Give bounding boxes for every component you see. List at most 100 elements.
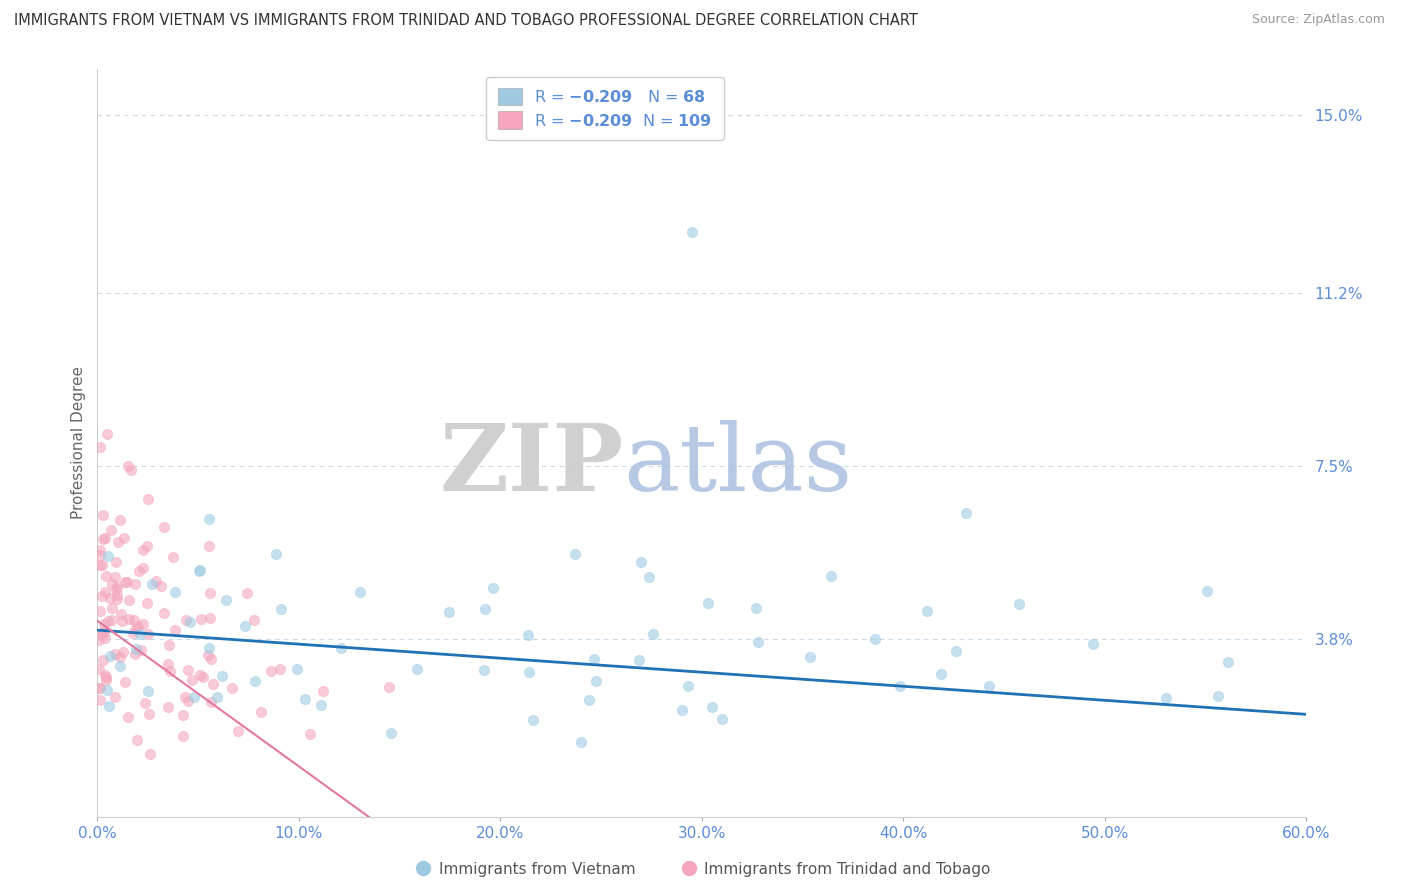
Point bbox=[945, 644, 967, 658]
Point bbox=[270, 602, 292, 616]
Point bbox=[96, 670, 118, 684]
Point bbox=[122, 625, 145, 640]
Point bbox=[91, 653, 114, 667]
Point bbox=[711, 712, 734, 726]
Point bbox=[188, 564, 211, 578]
Text: IMMIGRANTS FROM VIETNAM VS IMMIGRANTS FROM TRINIDAD AND TOBAGO PROFESSIONAL DEGR: IMMIGRANTS FROM VIETNAM VS IMMIGRANTS FR… bbox=[14, 13, 918, 29]
Point bbox=[105, 556, 128, 570]
Point bbox=[89, 633, 111, 648]
Point bbox=[118, 592, 141, 607]
Point bbox=[101, 577, 124, 591]
Point bbox=[163, 623, 186, 637]
Point bbox=[330, 641, 353, 656]
Point bbox=[979, 679, 1001, 693]
Text: atlas: atlas bbox=[623, 420, 852, 510]
Point bbox=[159, 664, 181, 678]
Point bbox=[108, 650, 131, 665]
Point bbox=[380, 725, 402, 739]
Point bbox=[122, 613, 145, 627]
Point bbox=[136, 596, 159, 610]
Point bbox=[91, 628, 114, 642]
Text: Source: ZipAtlas.com: Source: ZipAtlas.com bbox=[1251, 13, 1385, 27]
Point bbox=[117, 612, 139, 626]
Point bbox=[89, 681, 111, 696]
Point bbox=[226, 724, 249, 739]
Point bbox=[129, 643, 152, 657]
Point bbox=[638, 569, 661, 583]
Point bbox=[131, 543, 153, 558]
Point bbox=[128, 627, 150, 641]
Point bbox=[114, 675, 136, 690]
Point bbox=[156, 699, 179, 714]
Point bbox=[250, 706, 273, 720]
Point bbox=[191, 670, 214, 684]
Point bbox=[200, 695, 222, 709]
Point bbox=[162, 550, 184, 565]
Point bbox=[180, 673, 202, 688]
Point bbox=[702, 700, 724, 714]
Point bbox=[889, 679, 911, 693]
Point bbox=[97, 549, 120, 564]
Point bbox=[678, 680, 700, 694]
Point bbox=[117, 710, 139, 724]
Point bbox=[132, 617, 155, 632]
Point bbox=[405, 662, 427, 676]
Point bbox=[125, 641, 148, 656]
Point bbox=[472, 663, 495, 677]
Point bbox=[124, 577, 146, 591]
Point bbox=[516, 628, 538, 642]
Point bbox=[132, 561, 155, 575]
Point bbox=[177, 663, 200, 677]
Point bbox=[152, 606, 174, 620]
Point bbox=[820, 568, 842, 582]
Point bbox=[1197, 584, 1219, 599]
Point bbox=[1008, 597, 1031, 611]
Point bbox=[91, 508, 114, 523]
Point bbox=[172, 708, 194, 723]
Point bbox=[1154, 690, 1177, 705]
Point bbox=[97, 614, 120, 628]
Point bbox=[378, 680, 401, 694]
Point bbox=[582, 652, 605, 666]
Point bbox=[98, 648, 121, 663]
Point bbox=[104, 648, 127, 662]
Point bbox=[630, 555, 652, 569]
Point bbox=[108, 513, 131, 527]
Point bbox=[94, 632, 117, 646]
Point bbox=[205, 690, 228, 705]
Point bbox=[110, 607, 132, 622]
Point bbox=[89, 543, 111, 558]
Point bbox=[243, 613, 266, 627]
Point bbox=[136, 491, 159, 506]
Point bbox=[569, 735, 592, 749]
Point bbox=[117, 459, 139, 474]
Point bbox=[94, 531, 117, 545]
Point bbox=[127, 619, 149, 633]
Point bbox=[159, 638, 181, 652]
Point bbox=[141, 577, 163, 591]
Point bbox=[125, 621, 148, 635]
Point bbox=[128, 565, 150, 579]
Point bbox=[174, 613, 197, 627]
Point bbox=[349, 584, 371, 599]
Point bbox=[474, 602, 496, 616]
Point bbox=[89, 440, 111, 454]
Point bbox=[1081, 637, 1104, 651]
Point bbox=[745, 601, 768, 615]
Point bbox=[138, 747, 160, 762]
Point bbox=[112, 531, 135, 545]
Point bbox=[98, 699, 121, 714]
Point bbox=[91, 532, 114, 546]
Point bbox=[124, 648, 146, 662]
Point bbox=[105, 580, 128, 594]
Point bbox=[96, 682, 118, 697]
Point bbox=[145, 574, 167, 589]
Text: ZIP: ZIP bbox=[439, 420, 623, 510]
Point bbox=[100, 613, 122, 627]
Point bbox=[111, 614, 134, 628]
Point bbox=[294, 692, 316, 706]
Point bbox=[260, 665, 283, 679]
Point bbox=[221, 681, 243, 695]
Point bbox=[91, 625, 114, 640]
Legend: Immigrants from Vietnam, Immigrants from Trinidad and Tobago: Immigrants from Vietnam, Immigrants from… bbox=[408, 854, 998, 884]
